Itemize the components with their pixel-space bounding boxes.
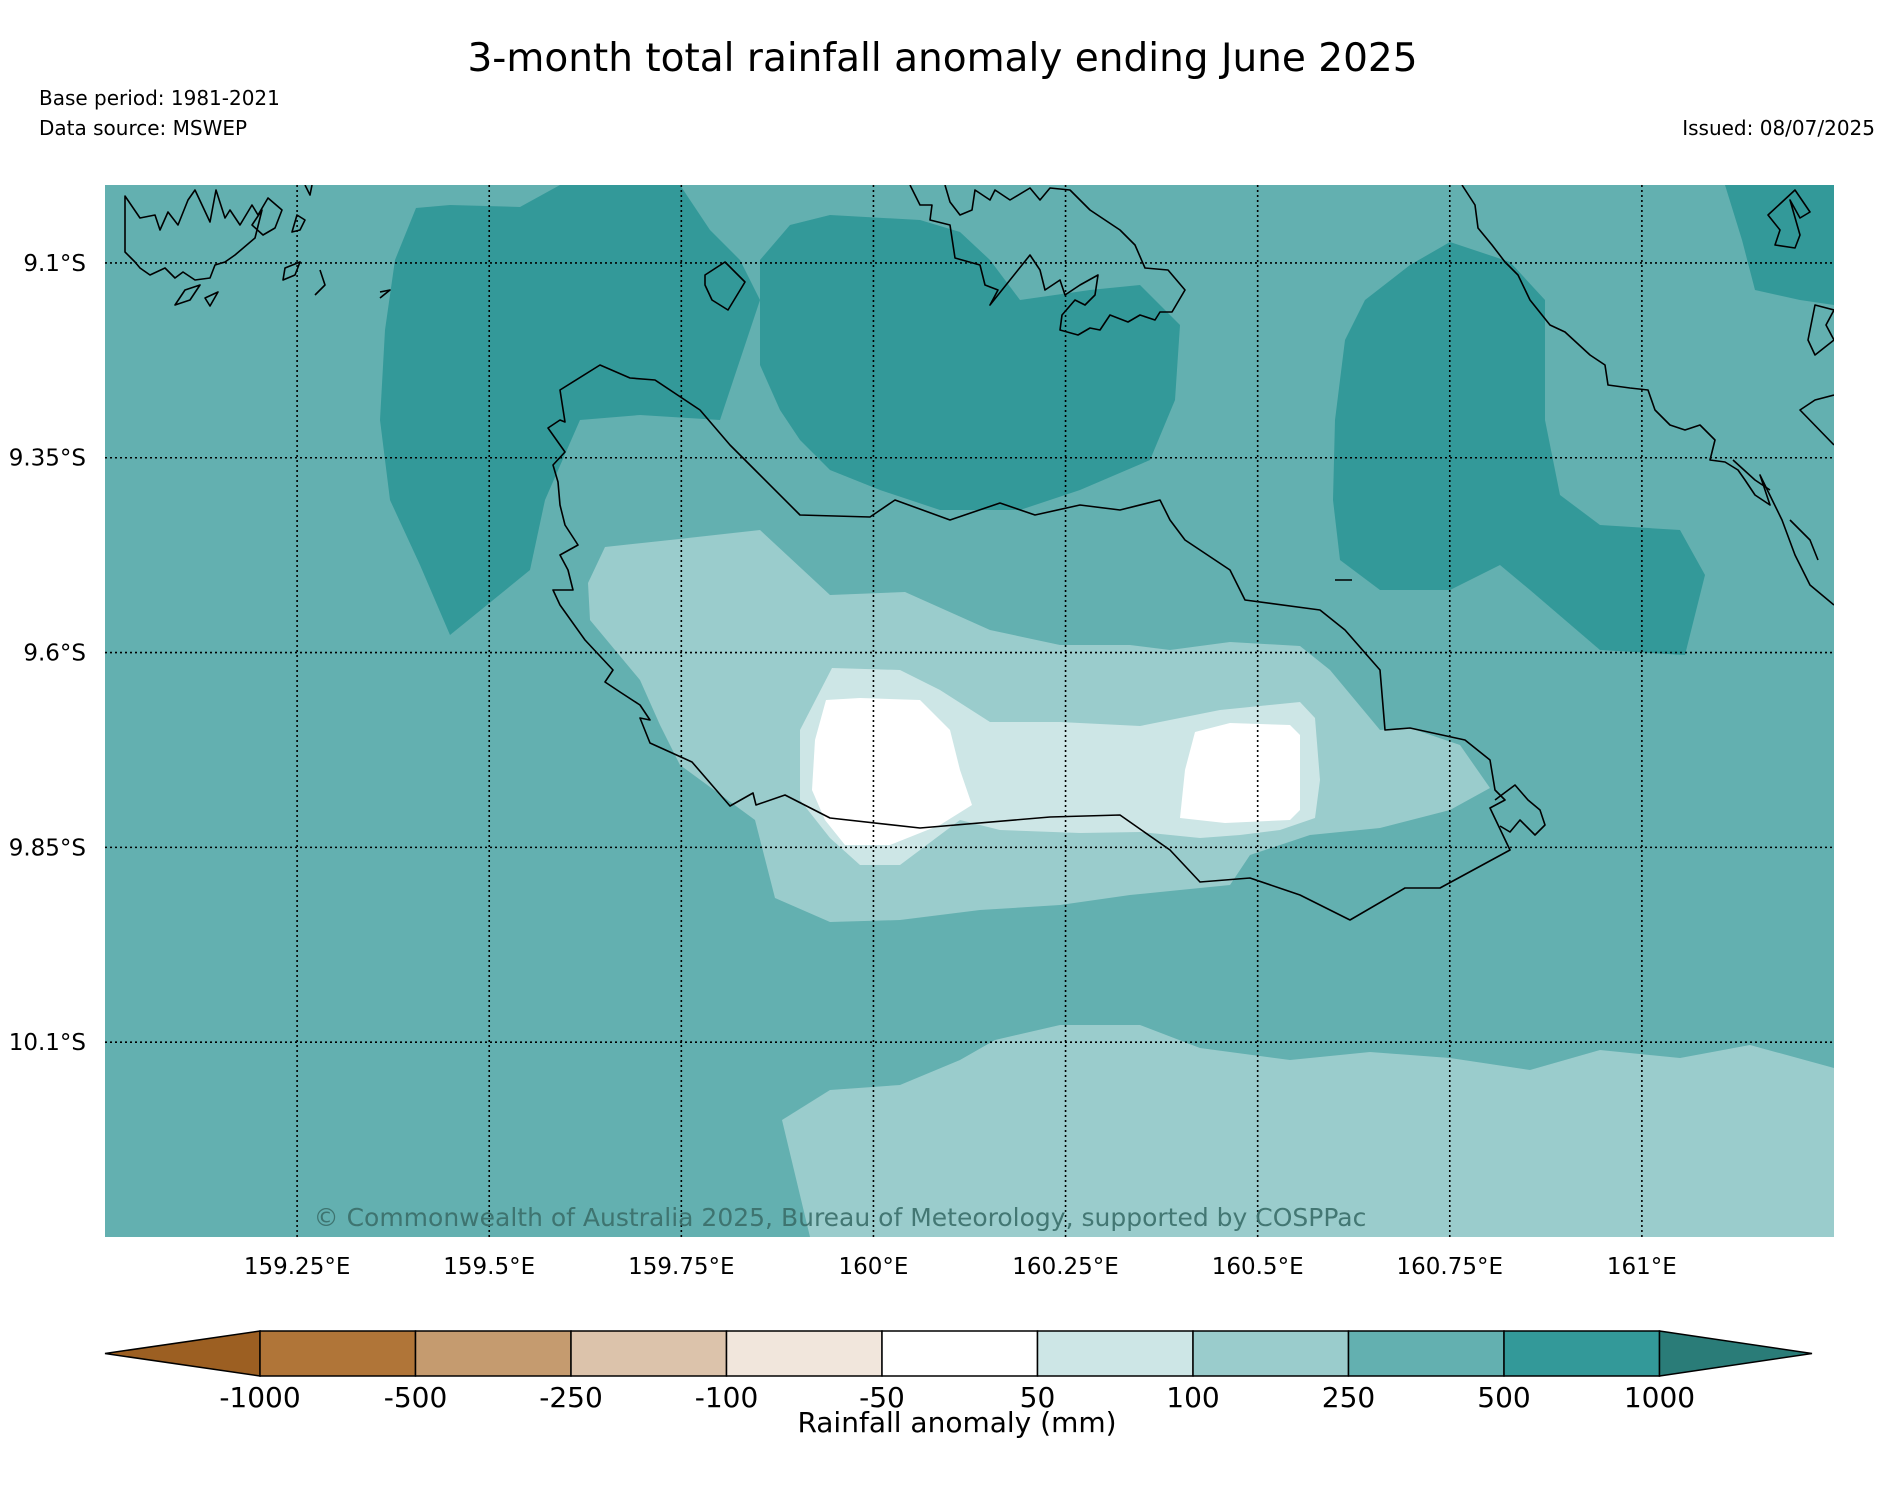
colorbar-tick-label: -50 <box>859 1381 905 1414</box>
colorbar-tick-label: -1000 <box>219 1381 300 1414</box>
anomaly-zone-500-1000-west <box>380 185 760 635</box>
latitude-tick-label: 9.6°S <box>23 641 86 667</box>
longitude-tick-label: 160°E <box>838 1254 908 1280</box>
longitude-tick-label: 159.75°E <box>628 1254 735 1280</box>
northwest-islet-6 <box>379 289 391 299</box>
colorbar-tick-label: 100 <box>1166 1381 1219 1414</box>
coastlines <box>124 185 1834 921</box>
latitude-labels: 9.1°S 9.35°S 9.6°S 9.85°S 10.1°S <box>9 251 86 1056</box>
anomaly-zone-neutral-west <box>812 698 972 845</box>
northwest-islet-7 <box>304 185 313 196</box>
northwest-coastline <box>124 189 283 281</box>
longitude-tick-label: 159.25°E <box>244 1254 351 1280</box>
anomaly-zone-100-250-south <box>782 1025 1834 1237</box>
colorbar-tick-label: -250 <box>539 1381 603 1414</box>
map-title: 3-month total rainfall anomaly ending Ju… <box>467 36 1418 81</box>
colorbar-label: Rainfall anomaly (mm) <box>797 1406 1116 1439</box>
east-coastline-fragment-2 <box>1732 459 1771 491</box>
longitude-labels: 159.25°E 159.5°E 159.75°E 160°E 160.25°E 160.… <box>244 1254 1677 1280</box>
colorbar-segment <box>414 1330 572 1377</box>
northeast-islet-3 <box>1799 394 1834 446</box>
colorbar-segment <box>1347 1330 1505 1377</box>
colorbar-tick-label: -500 <box>384 1381 448 1414</box>
anomaly-zone-neutral-east <box>1180 723 1300 823</box>
anomaly-zone-500-1000-east <box>1333 242 1705 655</box>
northwest-islet-3 <box>291 214 306 233</box>
base-period-text: Base period: 1981-2021 <box>39 86 280 110</box>
colorbar-extend-low <box>104 1330 261 1377</box>
colorbar-segment <box>1192 1330 1350 1377</box>
latitude-tick-label: 10.1°S <box>9 1030 86 1056</box>
latitude-tick-label: 9.85°S <box>9 835 86 861</box>
colorbar-tick-label: -100 <box>695 1381 759 1414</box>
colorbar-tick-label: 250 <box>1322 1381 1375 1414</box>
colorbar-segment <box>1036 1330 1194 1377</box>
longitude-tick-label: 160.5°E <box>1212 1254 1304 1280</box>
northwest-islet-5 <box>314 269 326 296</box>
north-islet <box>704 261 746 311</box>
colorbar-extend-high <box>1658 1330 1813 1377</box>
anomaly-zone-500-1000-central <box>760 215 1180 510</box>
colorbar-segment <box>570 1330 728 1377</box>
longitude-tick-label: 159.5°E <box>443 1254 535 1280</box>
colorbar-tick-label: 500 <box>1477 1381 1530 1414</box>
data-source-text: Data source: MSWEP <box>39 116 248 140</box>
northeast-coastline <box>1461 185 1834 606</box>
southeast-islet <box>1494 784 1546 836</box>
east-coastline-fragment <box>1789 519 1819 561</box>
northeast-islet-2 <box>1807 304 1834 356</box>
northwest-islet-4 <box>282 261 301 281</box>
colorbar-tick-label: 50 <box>1020 1381 1056 1414</box>
northwest-islet-2 <box>174 284 201 306</box>
map-panel <box>105 185 1834 1237</box>
issued-date-text: Issued: 08/07/2025 <box>1682 116 1875 140</box>
island-coastline <box>547 364 1511 921</box>
longitude-tick-label: 161°E <box>1607 1254 1677 1280</box>
longitude-tick-label: 160.75°E <box>1397 1254 1504 1280</box>
longitude-tick-label: 160.25°E <box>1012 1254 1119 1280</box>
northeast-islet-1 <box>1767 189 1811 249</box>
graticule <box>105 185 1834 1237</box>
colorbar-tick-label: 1000 <box>1624 1381 1695 1414</box>
colorbar-segment <box>725 1330 883 1377</box>
latitude-tick-label: 9.35°S <box>9 446 86 472</box>
colorbar-segment <box>259 1330 417 1377</box>
copyright-watermark: © Commonwealth of Australia 2025, Bureau… <box>314 1203 1367 1232</box>
colorbar: -1000 -500 -250 -100 -50 50 100 250 500 1000 <box>104 1330 1813 1414</box>
colorbar-segment <box>881 1330 1039 1377</box>
colorbar-segment <box>1503 1330 1661 1377</box>
northwest-islet-1 <box>204 291 219 307</box>
north-coastline <box>909 185 1186 336</box>
latitude-tick-label: 9.1°S <box>23 251 86 277</box>
